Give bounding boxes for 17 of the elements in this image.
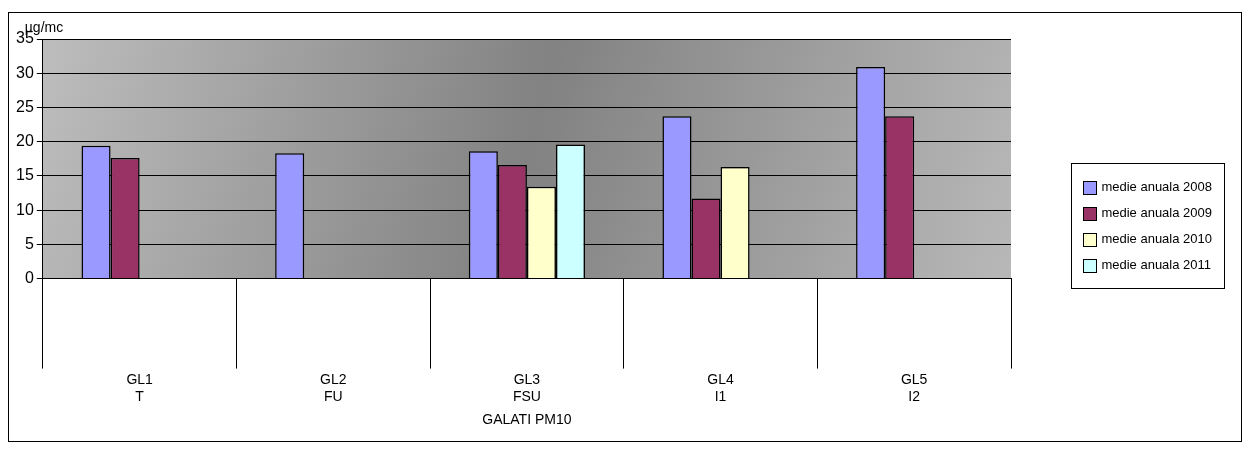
legend-label: medie anuala 2010 — [1101, 231, 1212, 246]
x-axis-title: GALATI PM10 — [482, 411, 572, 428]
x-tick-label: GL5 I2 — [900, 370, 928, 404]
y-tick-label: 0 — [24, 269, 34, 287]
x-tick-label: GL3 FSU — [512, 370, 541, 404]
y-tick-label: 10 — [16, 200, 34, 218]
y-tick-label: 30 — [16, 63, 34, 81]
y-tick-label: 15 — [16, 166, 34, 184]
x-tick-label: GL2 FU — [320, 370, 347, 404]
y-tick-label: 25 — [16, 97, 34, 115]
y-tick-label: 5 — [24, 234, 34, 252]
x-tick-label: GL4 I1 — [707, 370, 734, 404]
legend-label: medie anuala 2009 — [1101, 205, 1212, 220]
y-tick-label: 20 — [16, 132, 34, 150]
legend-label: medie anuala 2011 — [1101, 257, 1212, 272]
legend-label: medie anuala 2008 — [1101, 179, 1212, 194]
x-tick-label: GL1 T — [126, 370, 154, 404]
